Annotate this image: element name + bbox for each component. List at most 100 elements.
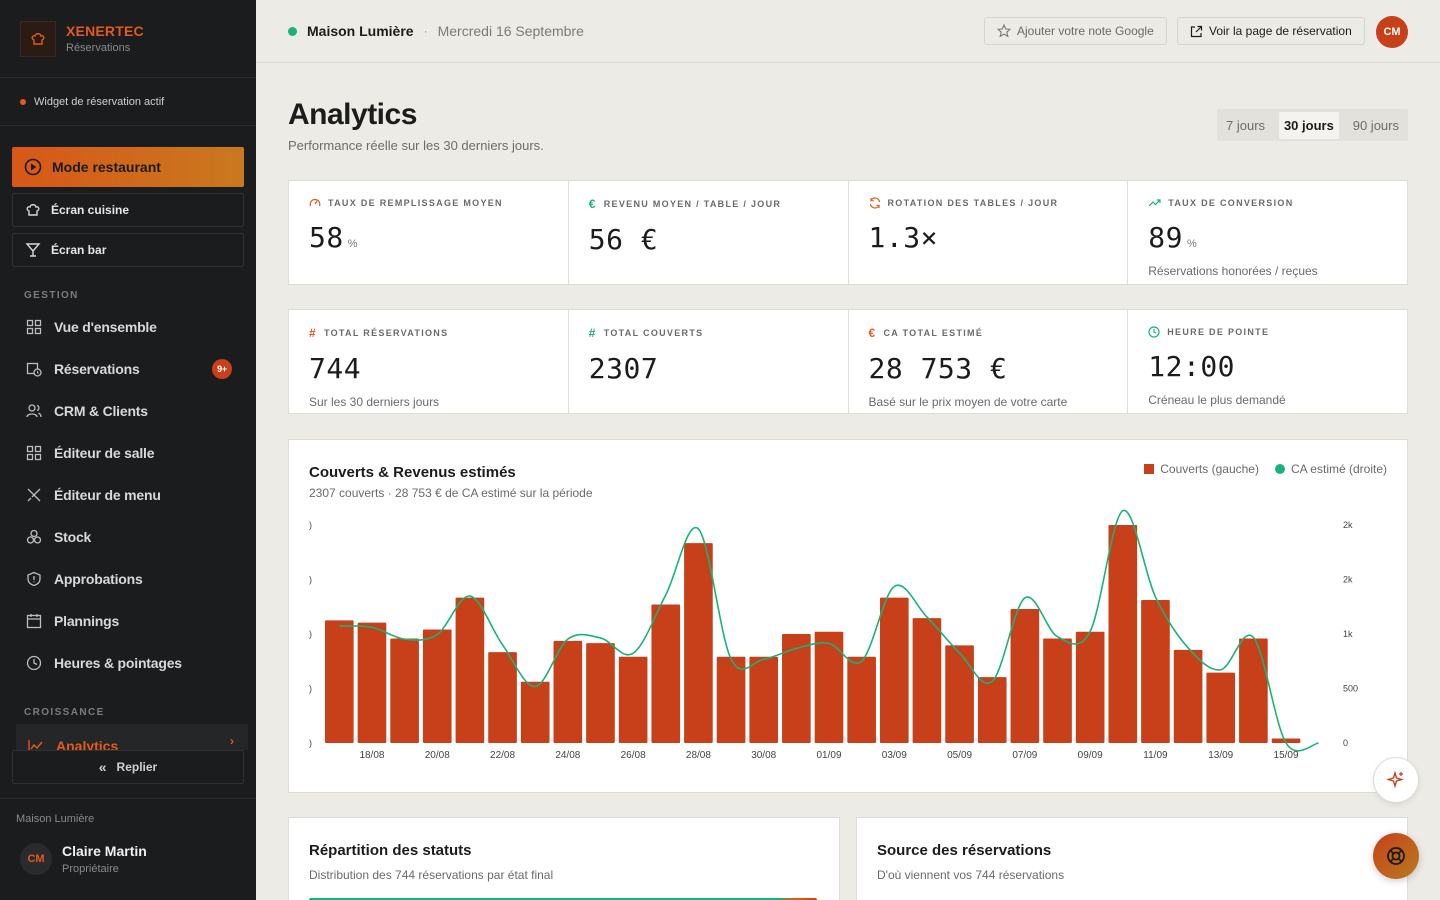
help-button[interactable] — [1373, 833, 1419, 879]
bar-covers — [1141, 599, 1170, 743]
brand-sub: Réservations — [66, 42, 131, 54]
sidebar-item-overview[interactable]: Vue d'ensemble — [24, 312, 234, 342]
sidebar-item-label: Analytics — [56, 738, 119, 750]
status-card-title: Répartition des statuts — [309, 842, 472, 859]
sparkle-icon — [1386, 770, 1406, 790]
sidebar-item-crm[interactable]: CRM & Clients — [24, 396, 234, 426]
range-90-days[interactable]: 90 jours — [1352, 117, 1399, 133]
collapse-label: Replier — [116, 760, 158, 774]
source-card-subtitle: D'où viennent vos 744 réservations — [877, 868, 1065, 882]
y-right-tick: 2k — [1343, 575, 1353, 585]
x-tick-label: 05/09 — [947, 750, 972, 761]
shield-icon — [24, 571, 44, 587]
layout-icon — [24, 445, 44, 461]
y-left-tick: ) — [309, 575, 312, 585]
user-role: Propriétaire — [62, 863, 119, 875]
gauge-icon — [309, 197, 321, 209]
hash-icon: # — [309, 326, 317, 340]
boxes-icon — [24, 529, 44, 545]
avatar[interactable]: CM — [1376, 16, 1408, 48]
y-right-tick: 500 — [1343, 684, 1358, 694]
legend-bars-swatch — [1144, 464, 1155, 474]
kpi-value: 12:00 — [1148, 350, 1236, 383]
kpi-unit: % — [1186, 238, 1198, 250]
y-left-tick: ) — [309, 520, 312, 530]
sidebar-footer: Maison Lumière CM Claire Martin Propriét… — [0, 798, 256, 889]
kpi-unit: % — [347, 238, 358, 250]
footer-org: Maison Lumière — [16, 813, 95, 825]
euro-icon: € — [588, 197, 597, 211]
line-revenue — [339, 509, 1319, 752]
range-selector: 7 jours 30 jours 90 jours — [1217, 109, 1408, 141]
user-profile[interactable]: CM Claire Martin Propriétaire — [16, 843, 240, 875]
x-tick-label: 03/09 — [882, 750, 907, 761]
ai-assistant-button[interactable] — [1373, 757, 1419, 803]
bar-covers — [422, 629, 452, 743]
booking-page-button[interactable]: Voir la page de réservation — [1177, 17, 1365, 45]
kpi-note: Créneau le plus demandé — [1148, 393, 1286, 407]
sidebar-item-label: Éditeur de menu — [54, 487, 161, 503]
y-right-tick: 0 — [1343, 738, 1348, 748]
google-rating-button[interactable]: Ajouter votre note Google — [984, 17, 1167, 45]
widget-status: Widget de réservation actif — [0, 78, 256, 126]
bar-covers — [618, 656, 648, 743]
sidebar-item-approvals[interactable]: Approbations — [24, 564, 234, 594]
sidebar-item-hours[interactable]: Heures & pointages — [24, 648, 234, 678]
y-left-tick: ) — [309, 629, 312, 639]
sidebar-item-room-editor[interactable]: Éditeur de salle — [24, 438, 234, 468]
mode-restaurant-button[interactable]: Mode restaurant — [12, 147, 244, 187]
mode-restaurant-label: Mode restaurant — [52, 159, 161, 175]
sidebar-item-plannings[interactable]: Plannings — [24, 606, 234, 636]
bar-covers — [455, 597, 485, 743]
kpi-value: 28 753 € — [868, 352, 1008, 385]
reservations-badge: 9+ — [212, 359, 232, 379]
source-card-title: Source des réservations — [877, 842, 1052, 859]
x-tick-label: 13/09 — [1208, 750, 1233, 761]
x-tick-label: 15/09 — [1274, 750, 1299, 761]
sidebar-item-stock[interactable]: Stock — [24, 522, 234, 552]
refresh-icon — [869, 197, 881, 209]
y-left-tick: ) — [309, 684, 312, 694]
sidebar-item-reservations[interactable]: Réservations 9+ — [24, 354, 234, 384]
cocktail-icon — [25, 242, 41, 258]
kpi-value: 56 € — [588, 223, 659, 256]
grid-icon — [24, 319, 44, 335]
sidebar-item-label: Réservations — [54, 361, 140, 377]
bar-covers — [1108, 525, 1138, 743]
kpi-label: CA TOTAL ESTIMÉ — [883, 328, 984, 338]
legend-bars-label: Couverts (gauche) — [1160, 462, 1259, 476]
covers-revenue-chart: ))))) 0 500 1k 2k 2k 18/08 20/08 22/08 24/08 26/08… — [309, 509, 1358, 761]
sidebar-item-analytics[interactable]: Analytics › — [16, 724, 248, 750]
sidebar-item-menu-editor[interactable]: Éditeur de menu — [24, 480, 234, 510]
range-30-days[interactable]: 30 jours — [1278, 111, 1339, 139]
bar-screen-button[interactable]: Écran bar — [12, 233, 244, 267]
topbar: Maison Lumière · Mercredi 16 Septembre A… — [256, 0, 1440, 63]
bar-covers — [1043, 638, 1072, 743]
collapse-button[interactable]: « Replier — [12, 750, 244, 784]
kpi-label: HEURE DE POINTE — [1167, 327, 1270, 337]
brand[interactable]: XENERTEC Réservations — [0, 0, 256, 78]
bar-covers — [1173, 649, 1203, 743]
bar-covers — [357, 622, 387, 743]
kpi-label: TAUX DE CONVERSION — [1168, 198, 1294, 208]
page-title: Analytics — [288, 98, 417, 131]
kpi-label: TOTAL RÉSERVATIONS — [323, 328, 449, 338]
kpi-note: Réservations honorées / reçues — [1148, 264, 1318, 278]
sidebar-item-label: Plannings — [54, 613, 120, 629]
booking-page-label: Voir la page de réservation — [1209, 24, 1352, 38]
bar-covers — [1239, 638, 1268, 743]
range-7-days[interactable]: 7 jours — [1226, 117, 1266, 133]
kitchen-screen-button[interactable]: Écran cuisine — [12, 193, 244, 227]
bar-covers — [945, 645, 974, 743]
sidebar-item-label: Vue d'ensemble — [54, 319, 157, 335]
widget-status-label: Widget de réservation actif — [34, 95, 165, 108]
hash-icon: # — [588, 326, 597, 340]
utensils-icon — [24, 487, 44, 503]
kpi-table-rotation: ROTATION DES TABLES / JOUR 1.3× — [849, 181, 1129, 284]
bar-covers — [1010, 609, 1040, 743]
sidebar-item-label: CRM & Clients — [54, 403, 148, 419]
bar-covers — [847, 656, 876, 743]
external-link-icon — [1190, 25, 1203, 38]
kpi-revenue-per-table: € REVENU MOYEN / TABLE / JOUR 56 € — [569, 181, 849, 284]
x-tick-label: 30/08 — [751, 750, 776, 761]
